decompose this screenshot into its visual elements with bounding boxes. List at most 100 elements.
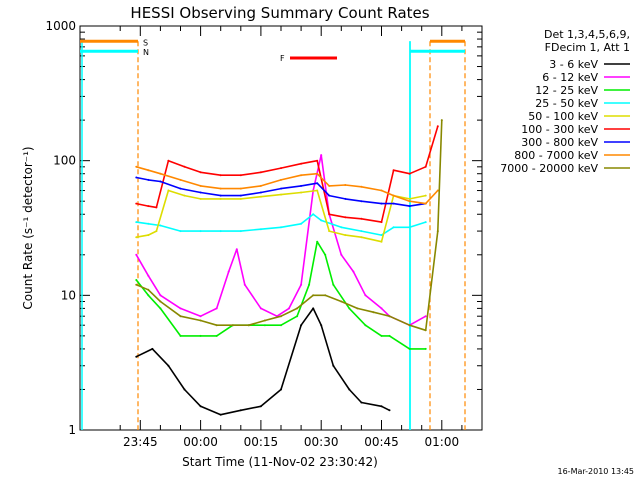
data-point-25-50 (179, 230, 182, 233)
data-point-12-25 (135, 279, 138, 281)
data-point-25-50 (147, 222, 150, 225)
data-point-6-12 (340, 253, 343, 256)
data-point-7000-20000 (135, 283, 138, 286)
legend-label: 25 - 50 keV (535, 97, 598, 110)
data-point-3-6 (300, 324, 303, 327)
data-point-100-300 (408, 172, 411, 175)
night-flag-label: N (143, 48, 149, 57)
data-point-7000-20000 (324, 294, 327, 297)
flare-flag-label: F (280, 54, 285, 63)
data-point-6-12 (288, 307, 290, 310)
data-point-6-12 (199, 315, 202, 318)
data-point-6-12 (352, 270, 355, 273)
data-point-25-50 (380, 234, 383, 237)
data-point-300-800 (219, 194, 222, 197)
data-point-6-12 (300, 283, 303, 286)
x-tick-label: 00:30 (304, 435, 339, 449)
data-point-25-50 (320, 219, 323, 222)
data-point-800-7000 (199, 184, 202, 187)
data-point-12-25 (147, 294, 150, 297)
data-point-6-12 (243, 283, 246, 286)
data-point-3-6 (183, 388, 186, 391)
data-point-300-800 (147, 178, 150, 181)
data-point-800-7000 (147, 169, 150, 172)
series-line-100-300 (136, 126, 439, 223)
data-point-100-300 (380, 221, 383, 224)
data-point-7000-20000 (159, 300, 162, 303)
data-point-7000-20000 (340, 300, 343, 303)
data-point-7000-20000 (296, 307, 299, 310)
data-point-25-50 (340, 226, 343, 229)
legend-label: 12 - 25 keV (535, 84, 598, 97)
data-point-50-100 (155, 230, 158, 233)
timestamp: 16-Mar-2010 13:45 (558, 467, 635, 476)
data-point-800-7000 (239, 187, 242, 190)
data-point-50-100 (408, 197, 411, 200)
data-point-6-12 (320, 154, 323, 157)
data-point-3-6 (135, 355, 138, 358)
data-point-7000-20000 (440, 119, 443, 122)
data-point-800-7000 (300, 174, 303, 177)
y-tick-label: 10 (61, 288, 76, 302)
data-point-25-50 (239, 230, 242, 233)
data-point-3-6 (320, 324, 323, 327)
data-point-3-6 (259, 405, 262, 408)
data-point-50-100 (219, 197, 222, 200)
data-point-12-25 (388, 334, 391, 337)
data-point-3-6 (239, 409, 242, 412)
data-point-3-6 (360, 401, 363, 404)
data-point-7000-20000 (147, 288, 150, 291)
data-point-12-25 (199, 334, 202, 337)
data-point-25-50 (199, 230, 202, 233)
series-line-3-6 (135, 307, 390, 416)
data-point-800-7000 (280, 178, 282, 181)
series-line-300-800 (136, 176, 426, 207)
data-point-50-100 (300, 191, 303, 194)
data-point-12-25 (263, 324, 266, 327)
data-point-25-50 (219, 230, 222, 233)
data-point-12-25 (215, 334, 218, 337)
data-point-800-7000 (436, 189, 439, 192)
data-point-800-7000 (392, 194, 395, 197)
data-point-7000-20000 (388, 315, 391, 318)
data-point-100-300 (300, 162, 303, 165)
data-point-12-25 (179, 334, 182, 337)
data-point-12-25 (308, 283, 311, 286)
data-point-100-300 (183, 165, 186, 168)
data-point-12-25 (332, 283, 335, 286)
legend-label: 800 - 7000 keV (514, 149, 598, 162)
data-point-3-6 (199, 405, 202, 408)
data-point-25-50 (300, 222, 303, 225)
data-point-300-800 (380, 202, 383, 205)
data-point-25-50 (312, 213, 315, 216)
legend-label: 50 - 100 keV (528, 110, 598, 123)
x-tick-label: 00:45 (364, 435, 399, 449)
data-point-12-25 (296, 315, 299, 318)
data-point-50-100 (380, 240, 383, 243)
data-point-12-25 (364, 324, 367, 327)
data-point-100-300 (424, 165, 427, 168)
data-point-100-300 (392, 169, 395, 172)
data-point-300-800 (360, 200, 363, 203)
data-point-50-100 (239, 197, 242, 200)
data-point-800-7000 (328, 184, 331, 187)
data-point-50-100 (147, 234, 150, 237)
data-point-3-6 (280, 388, 282, 391)
data-point-3-6 (151, 347, 154, 350)
data-point-800-7000 (135, 165, 138, 168)
data-point-3-6 (219, 413, 222, 416)
data-point-300-800 (179, 187, 182, 190)
legend-label: 300 - 800 keV (521, 136, 598, 149)
data-point-100-300 (147, 205, 150, 208)
data-point-6-12 (364, 294, 367, 297)
legend-header-2: FDecim 1, Att 1 (545, 41, 630, 54)
data-point-800-7000 (316, 172, 319, 175)
data-point-7000-20000 (280, 315, 282, 318)
data-point-800-7000 (344, 184, 347, 186)
data-point-100-300 (360, 217, 363, 220)
data-point-3-6 (348, 388, 351, 391)
data-point-6-12 (235, 248, 238, 251)
data-point-25-50 (159, 224, 162, 227)
data-point-7000-20000 (215, 324, 218, 327)
